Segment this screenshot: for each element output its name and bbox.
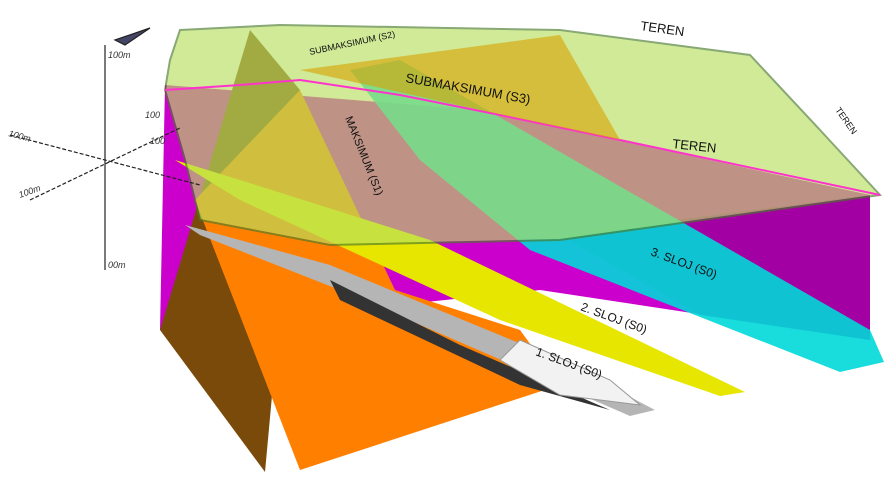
layer-white bbox=[499, 339, 642, 406]
axis-label: 100 bbox=[145, 110, 160, 120]
y-axis bbox=[29, 127, 181, 201]
label-teren: TEREN bbox=[672, 136, 717, 156]
axis-label: 100 bbox=[150, 136, 165, 146]
submax-s3 bbox=[300, 35, 620, 140]
axis-label: 00m bbox=[108, 260, 126, 270]
north-arrow bbox=[113, 27, 151, 46]
axis-label: 100m bbox=[17, 183, 42, 200]
x-axis bbox=[9, 134, 201, 186]
label-teren: TEREN bbox=[640, 18, 686, 39]
axis-label: 100m bbox=[108, 50, 131, 60]
label-teren: TEREN bbox=[833, 105, 859, 136]
axis-label: 100m bbox=[7, 128, 32, 144]
axes bbox=[9, 27, 201, 270]
